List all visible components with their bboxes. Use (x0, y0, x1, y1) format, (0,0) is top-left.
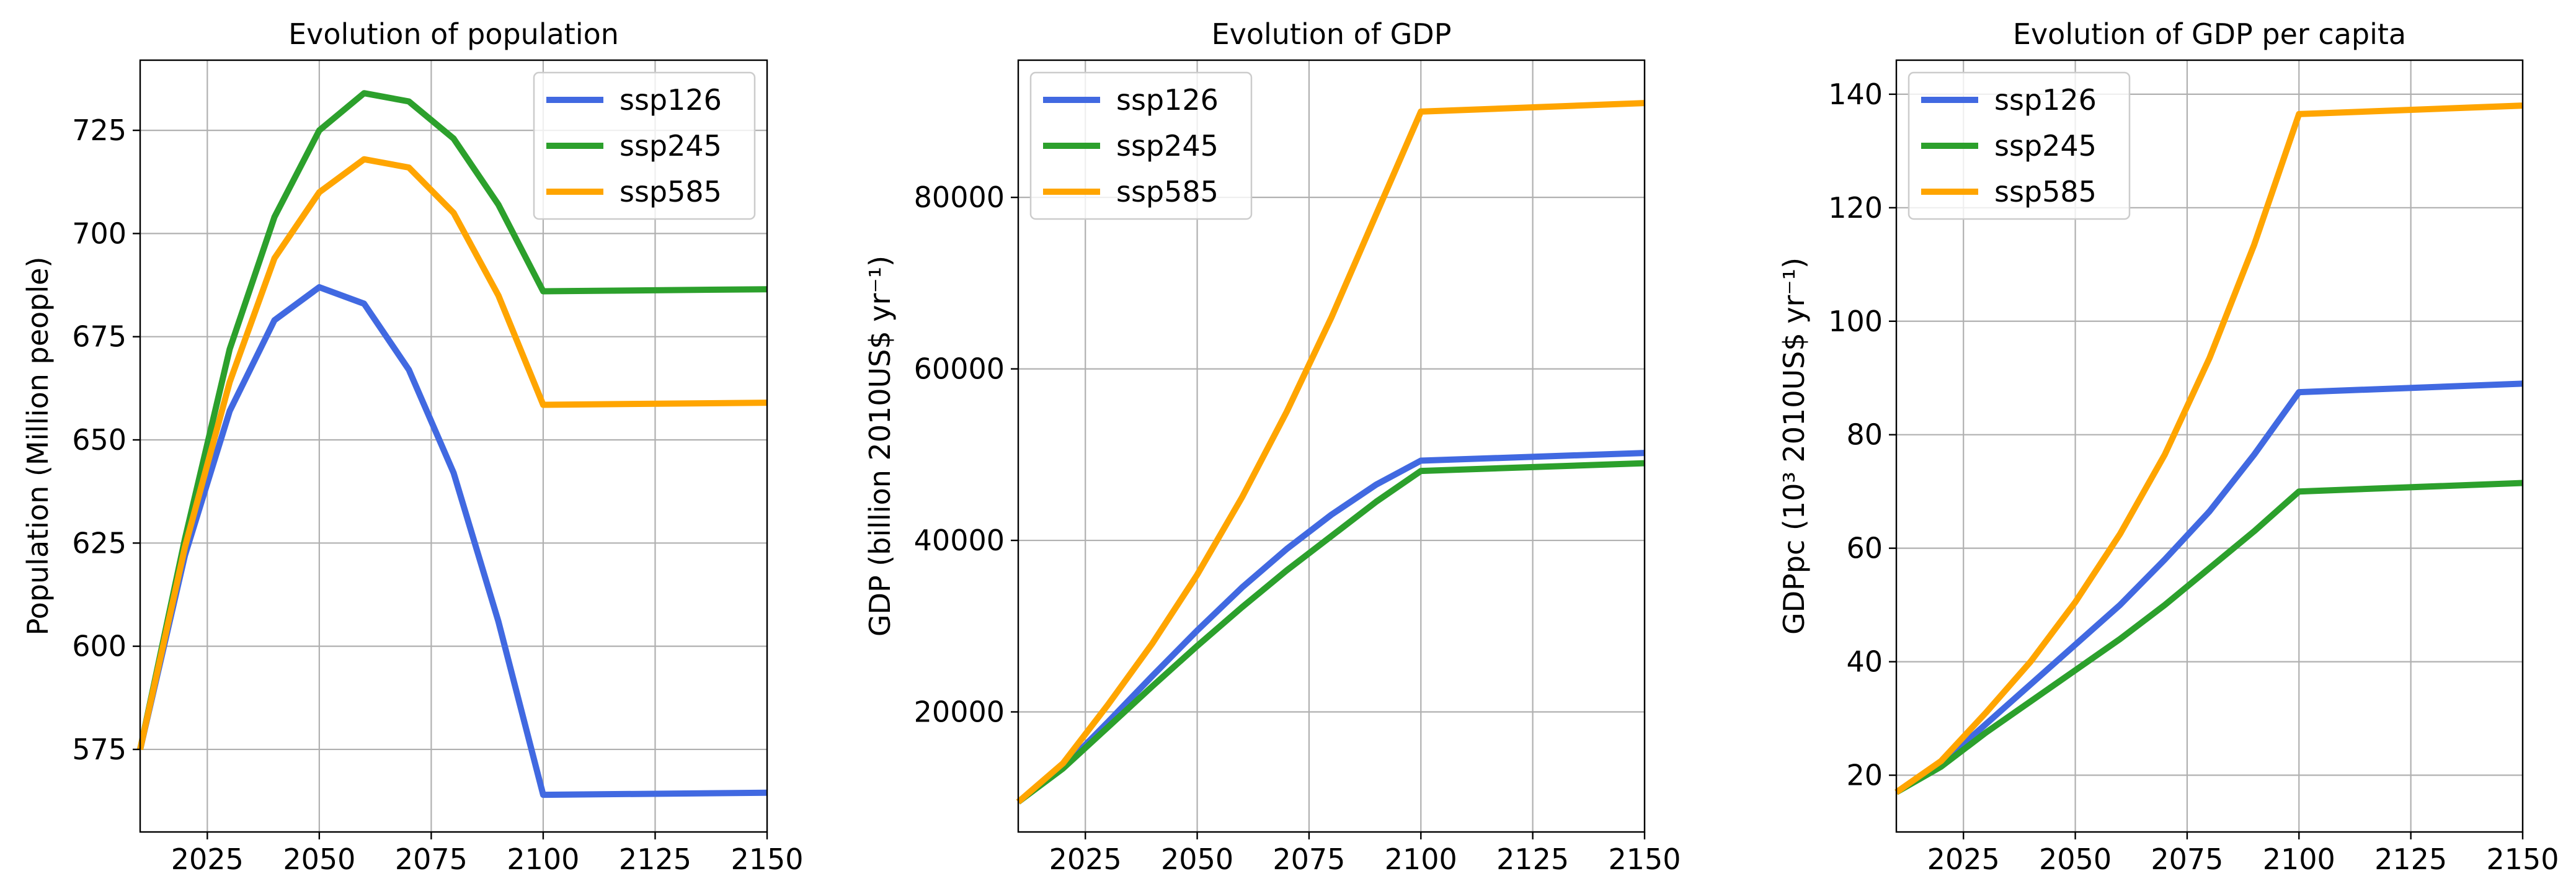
chart-title: Evolution of GDP per capita (2013, 17, 2406, 51)
chart-title: Evolution of population (288, 17, 619, 51)
y-axis-label: GDP (billion 2010US$ yr⁻¹) (863, 256, 897, 637)
x-tick-label: 2100 (507, 843, 579, 876)
y-tick-label: 80 (1846, 418, 1883, 452)
x-tick-label: 2150 (1608, 843, 1681, 876)
series-line-ssp245 (1016, 460, 1645, 805)
plot-frame (139, 59, 768, 833)
y-tick-label: 650 (72, 423, 127, 457)
x-tick-label: 2150 (731, 843, 803, 876)
y-tick-label: 20 (1846, 759, 1883, 792)
legend: ssp126 ssp245 ssp585 (533, 71, 756, 220)
series-line-ssp245 (1894, 480, 2523, 795)
legend-label: ssp245 (620, 129, 722, 163)
y-tick-label: 575 (72, 733, 127, 766)
x-tick-label: 2050 (1161, 843, 1233, 876)
y-tick-label: 120 (1828, 191, 1883, 225)
series-line-ssp245 (137, 90, 768, 751)
chart-panel-3: 2025 2050 2075 2100 2125 2150 20 40 60 80 100 120 14… (1777, 17, 2559, 876)
y-tick-label: 60 (1846, 532, 1883, 565)
x-tick-label: 2150 (2486, 843, 2559, 876)
x-tick-label: 2025 (1049, 843, 1122, 876)
chart-title: Evolution of GDP (1212, 17, 1452, 51)
series-line-ssp126 (1016, 450, 1645, 805)
y-tick-label: 725 (72, 114, 127, 147)
chart-panel-1: 2025 2050 2075 2100 2125 2150 575 600 625 650 675 7… (21, 17, 804, 876)
legend-label: ssp585 (1116, 175, 1219, 208)
y-tick-label: 80000 (914, 181, 1005, 214)
x-tick-label: 2050 (2039, 843, 2112, 876)
legend-label: ssp126 (1994, 83, 2097, 117)
y-tick-label: 625 (72, 526, 127, 560)
x-tick-label: 2125 (619, 843, 691, 876)
y-tick-label: 675 (72, 320, 127, 354)
series-line-ssp126 (1894, 380, 2523, 795)
legend: ssp126 ssp245 ssp585 (1908, 71, 2131, 220)
y-axis-label: Population (Million people) (21, 257, 55, 636)
x-tick-label: 2100 (2263, 843, 2335, 876)
series-line-ssp585 (1894, 102, 2523, 795)
legend-label: ssp245 (1116, 129, 1219, 163)
legend-label: ssp126 (1116, 83, 1219, 117)
y-axis-label: GDPpc (10³ 2010US$ yr⁻¹) (1777, 257, 1811, 635)
y-tick-label: 20000 (914, 695, 1005, 728)
series-line-ssp126 (137, 284, 768, 798)
y-tick-label: 600 (72, 630, 127, 663)
x-tick-label: 2125 (2374, 843, 2447, 876)
x-tick-label: 2100 (1385, 843, 1457, 876)
legend-label: ssp585 (620, 175, 722, 208)
plot-frame (1895, 59, 2524, 833)
y-tick-label: 140 (1828, 78, 1883, 111)
legend-label: ssp126 (620, 83, 722, 117)
x-tick-label: 2075 (2151, 843, 2223, 876)
x-tick-label: 2075 (395, 843, 468, 876)
y-tick-label: 700 (72, 217, 127, 250)
y-tick-label: 40 (1846, 645, 1883, 679)
x-tick-label: 2025 (171, 843, 244, 876)
legend-label: ssp245 (1994, 129, 2097, 163)
series-line-ssp585 (137, 156, 768, 751)
legend: ssp126 ssp245 ssp585 (1029, 71, 1253, 220)
y-tick-label: 40000 (914, 524, 1005, 557)
plot-frame (1017, 59, 1646, 833)
series-line-ssp585 (1016, 100, 1645, 805)
y-tick-label: 60000 (914, 352, 1005, 386)
chart-panel-2: 2025 2050 2075 2100 2125 2150 20000 40000 60000 8… (863, 17, 1681, 876)
x-tick-label: 2075 (1272, 843, 1345, 876)
x-tick-label: 2025 (1927, 843, 2000, 876)
legend-box (1908, 71, 2131, 220)
x-tick-label: 2125 (1496, 843, 1569, 876)
y-tick-label: 100 (1828, 305, 1883, 338)
legend-label: ssp585 (1994, 175, 2097, 208)
x-tick-label: 2050 (283, 843, 355, 876)
legend-box (533, 71, 756, 220)
legend-box (1029, 71, 1253, 220)
